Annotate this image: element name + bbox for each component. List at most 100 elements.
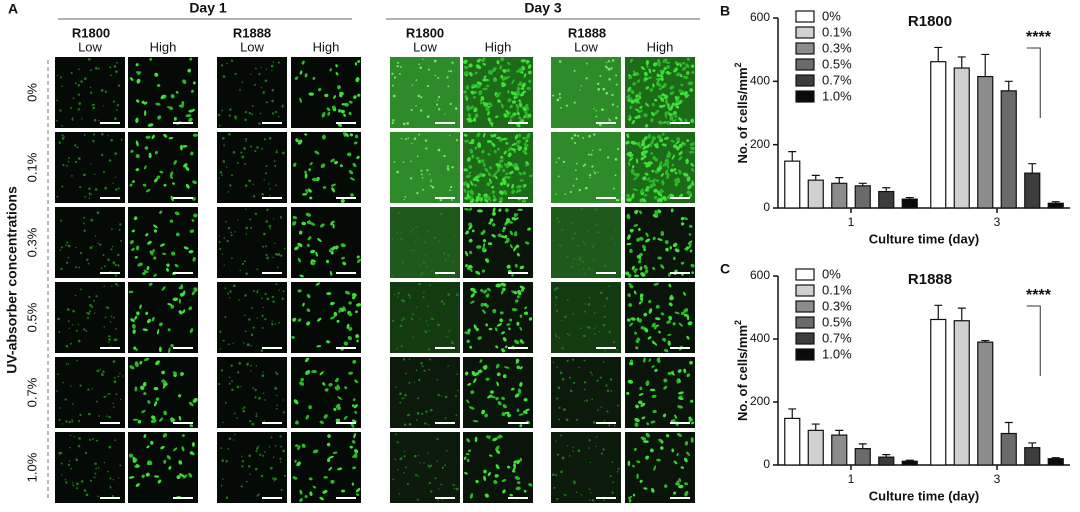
cell — [687, 185, 692, 190]
cell — [680, 216, 685, 221]
cell — [236, 385, 240, 389]
cell — [188, 306, 193, 311]
cell — [328, 247, 333, 253]
cell — [349, 177, 355, 181]
cell — [513, 217, 519, 221]
cell — [113, 316, 115, 319]
cell — [502, 168, 506, 173]
cell — [400, 231, 403, 234]
cell — [611, 461, 614, 464]
cell — [324, 93, 329, 98]
cell — [608, 78, 611, 81]
cell — [680, 92, 684, 96]
cell — [309, 196, 313, 200]
cell — [192, 256, 196, 262]
cell — [145, 472, 150, 477]
cell — [616, 105, 619, 108]
cell — [299, 274, 304, 278]
cell — [266, 256, 269, 260]
cell — [551, 473, 555, 476]
cell — [594, 172, 597, 175]
cell — [411, 142, 413, 145]
micrograph — [291, 282, 361, 353]
cell — [527, 64, 532, 69]
cell — [583, 388, 586, 391]
cell — [339, 91, 344, 96]
cell — [94, 472, 97, 475]
cell — [635, 404, 639, 409]
cell — [511, 216, 516, 221]
cell — [491, 142, 496, 147]
cell — [98, 120, 100, 122]
cell — [274, 444, 277, 447]
cell — [660, 230, 665, 237]
micrograph — [291, 207, 361, 278]
cell — [90, 305, 94, 308]
cell — [527, 227, 531, 231]
cell — [141, 474, 145, 479]
cell — [627, 273, 632, 278]
cell — [319, 371, 324, 376]
cell — [674, 179, 678, 183]
cell — [643, 194, 648, 197]
cell — [638, 91, 642, 97]
bar — [930, 61, 947, 209]
cell — [674, 414, 678, 419]
cell — [410, 108, 413, 111]
cell — [614, 158, 618, 161]
cell — [399, 72, 401, 75]
cell — [133, 346, 137, 350]
cell — [348, 301, 352, 305]
cell — [80, 480, 84, 483]
cell — [674, 248, 680, 253]
cell — [559, 371, 563, 375]
cell — [58, 141, 61, 144]
cell — [347, 152, 352, 157]
cell — [588, 134, 591, 138]
cell — [299, 498, 303, 503]
cell — [594, 242, 596, 244]
cell — [308, 92, 314, 96]
cell — [334, 386, 339, 391]
cell — [500, 155, 504, 159]
cell — [161, 379, 167, 384]
cell — [296, 461, 301, 467]
scale-bar — [262, 497, 282, 499]
cell — [135, 63, 139, 67]
cell — [495, 115, 499, 119]
cell — [83, 229, 86, 232]
cell — [504, 234, 508, 239]
cell — [317, 87, 322, 92]
cell — [572, 381, 576, 384]
cell — [578, 366, 580, 369]
cell — [178, 415, 182, 421]
cell — [134, 315, 138, 320]
micrograph — [291, 132, 361, 203]
cell — [340, 198, 345, 204]
cell — [301, 443, 306, 448]
cell — [478, 58, 482, 62]
cell — [589, 492, 592, 494]
cell — [112, 100, 116, 103]
cell — [182, 79, 187, 84]
cell — [466, 105, 471, 112]
cell — [573, 101, 576, 104]
cell — [599, 376, 602, 379]
cell — [170, 94, 175, 99]
cell — [672, 242, 678, 248]
cell — [657, 209, 662, 214]
cell — [326, 107, 331, 112]
cell — [691, 271, 694, 275]
cell — [326, 442, 331, 447]
cell — [557, 175, 560, 178]
cell — [250, 73, 252, 75]
cell — [75, 458, 79, 462]
cell — [583, 334, 586, 338]
cell — [464, 472, 468, 475]
cell — [474, 177, 480, 182]
cell — [261, 148, 263, 150]
cell — [630, 317, 636, 321]
cell — [507, 152, 512, 158]
cell — [591, 499, 595, 502]
cell — [426, 324, 429, 326]
